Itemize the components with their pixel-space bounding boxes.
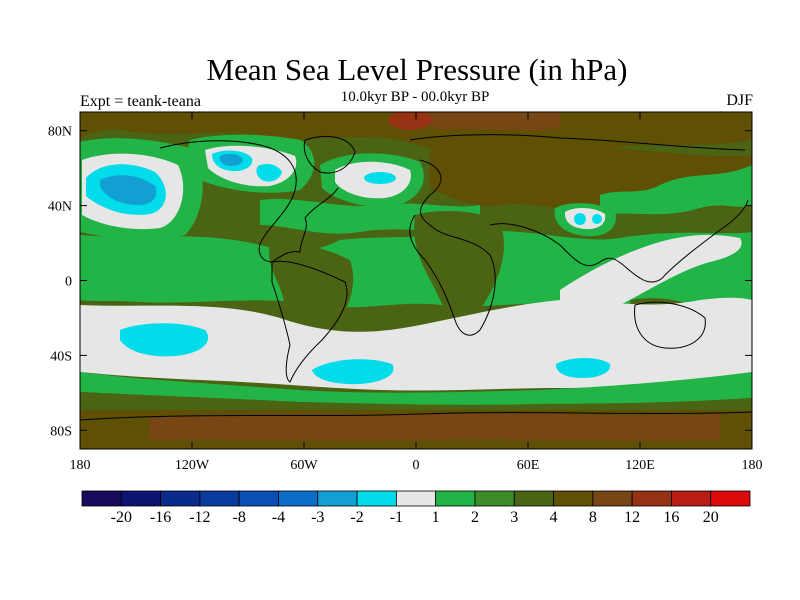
field-satlantic-cyan [312, 359, 394, 385]
lon-tick-label: 180 [70, 458, 91, 473]
colorbar-swatch [395, 490, 437, 507]
lon-tick-label: 180 [742, 458, 763, 473]
field-natlantic-cyan [364, 172, 396, 184]
field-canada-blue [219, 153, 243, 166]
field-tibet-cyan-a [574, 213, 586, 225]
colorbar-swatch [356, 490, 397, 507]
colorbar-swatch [199, 490, 240, 507]
lon-tick-label: 120E [625, 458, 655, 473]
field-indopacific-white [560, 234, 742, 309]
field-hudson-cyan [256, 164, 282, 182]
colorbar-swatch [317, 490, 358, 507]
colorbar-label: 4 [550, 509, 558, 526]
lat-tick-label: 40N [48, 200, 72, 215]
colorbar-label: -16 [150, 509, 171, 526]
field-pacific-north-green [600, 165, 752, 215]
map-title: Mean Sea Level Pressure (in hPa) [206, 52, 628, 87]
colorbar-swatch [81, 490, 122, 507]
colorbar-swatch [631, 490, 672, 507]
colorbar-swatch [278, 490, 319, 507]
lon-tick-label: 120W [175, 458, 210, 473]
colorbar-swatch [160, 490, 201, 507]
field-antarctic-dark [150, 413, 720, 441]
field-africa [414, 210, 504, 321]
colorbar-label: 12 [624, 509, 640, 526]
field-north-dark [420, 112, 560, 131]
coastlines [80, 134, 752, 421]
colorbar-label: -12 [189, 509, 210, 526]
lon-tick-label: 60W [290, 458, 318, 473]
experiment-label: Expt = teank-teana [80, 93, 201, 110]
colorbar-label: 1 [432, 509, 440, 526]
colorbar-label: -1 [390, 509, 403, 526]
field-tibet-cyan-b [592, 214, 602, 224]
colorbar-label: 16 [663, 509, 679, 526]
field-indian-cyan [555, 358, 611, 378]
colorbar-label: 20 [703, 509, 719, 526]
lat-tick-label: 80N [48, 125, 72, 140]
colorbar-label: 2 [471, 509, 479, 526]
lon-tick-label: 0 [413, 458, 420, 473]
field-southern-green [80, 372, 752, 405]
field-spacific-cyan [120, 323, 209, 357]
lat-tick-label: 40S [50, 349, 72, 364]
colorbar-label: -8 [233, 509, 246, 526]
field-north-peak [388, 112, 432, 130]
field-samerica [268, 243, 354, 346]
colorbar-swatch [435, 490, 476, 507]
colorbar-label: -20 [111, 509, 132, 526]
colorbar-label: -3 [311, 509, 324, 526]
colorbar-swatch [474, 490, 515, 507]
season-label: DJF [726, 92, 753, 109]
colorbar-swatch [710, 490, 751, 507]
lat-tick-label: 0 [65, 275, 72, 290]
colorbar-label: 3 [510, 509, 518, 526]
field-north-brown [80, 112, 752, 154]
lat-tick-label: 80S [50, 424, 72, 439]
colorbar-label: -4 [272, 509, 285, 526]
colorbar-label: -2 [350, 509, 363, 526]
axis-ticks: 80N 40N 0 40S 80S 180 120W 60W 0 60E 120E 180 [48, 112, 763, 473]
map-subtitle: 10.0kyr BP - 00.0kyr BP [340, 89, 490, 105]
colorbar-swatch [238, 490, 279, 507]
colorbar-swatch [120, 490, 161, 507]
colorbar-label: 8 [589, 509, 597, 526]
lon-tick-label: 60E [517, 458, 540, 473]
colorbar: -20 -16 -12 -8 -4 -3 -2 -1 1 2 3 4 8 12 16 20 [81, 490, 751, 526]
colorbar-swatch [513, 490, 554, 507]
colorbar-swatch [592, 490, 633, 507]
field-npacific-blue [100, 175, 157, 206]
pressure-field [80, 112, 752, 449]
colorbar-swatch [553, 490, 594, 507]
colorbar-swatch [671, 490, 712, 507]
